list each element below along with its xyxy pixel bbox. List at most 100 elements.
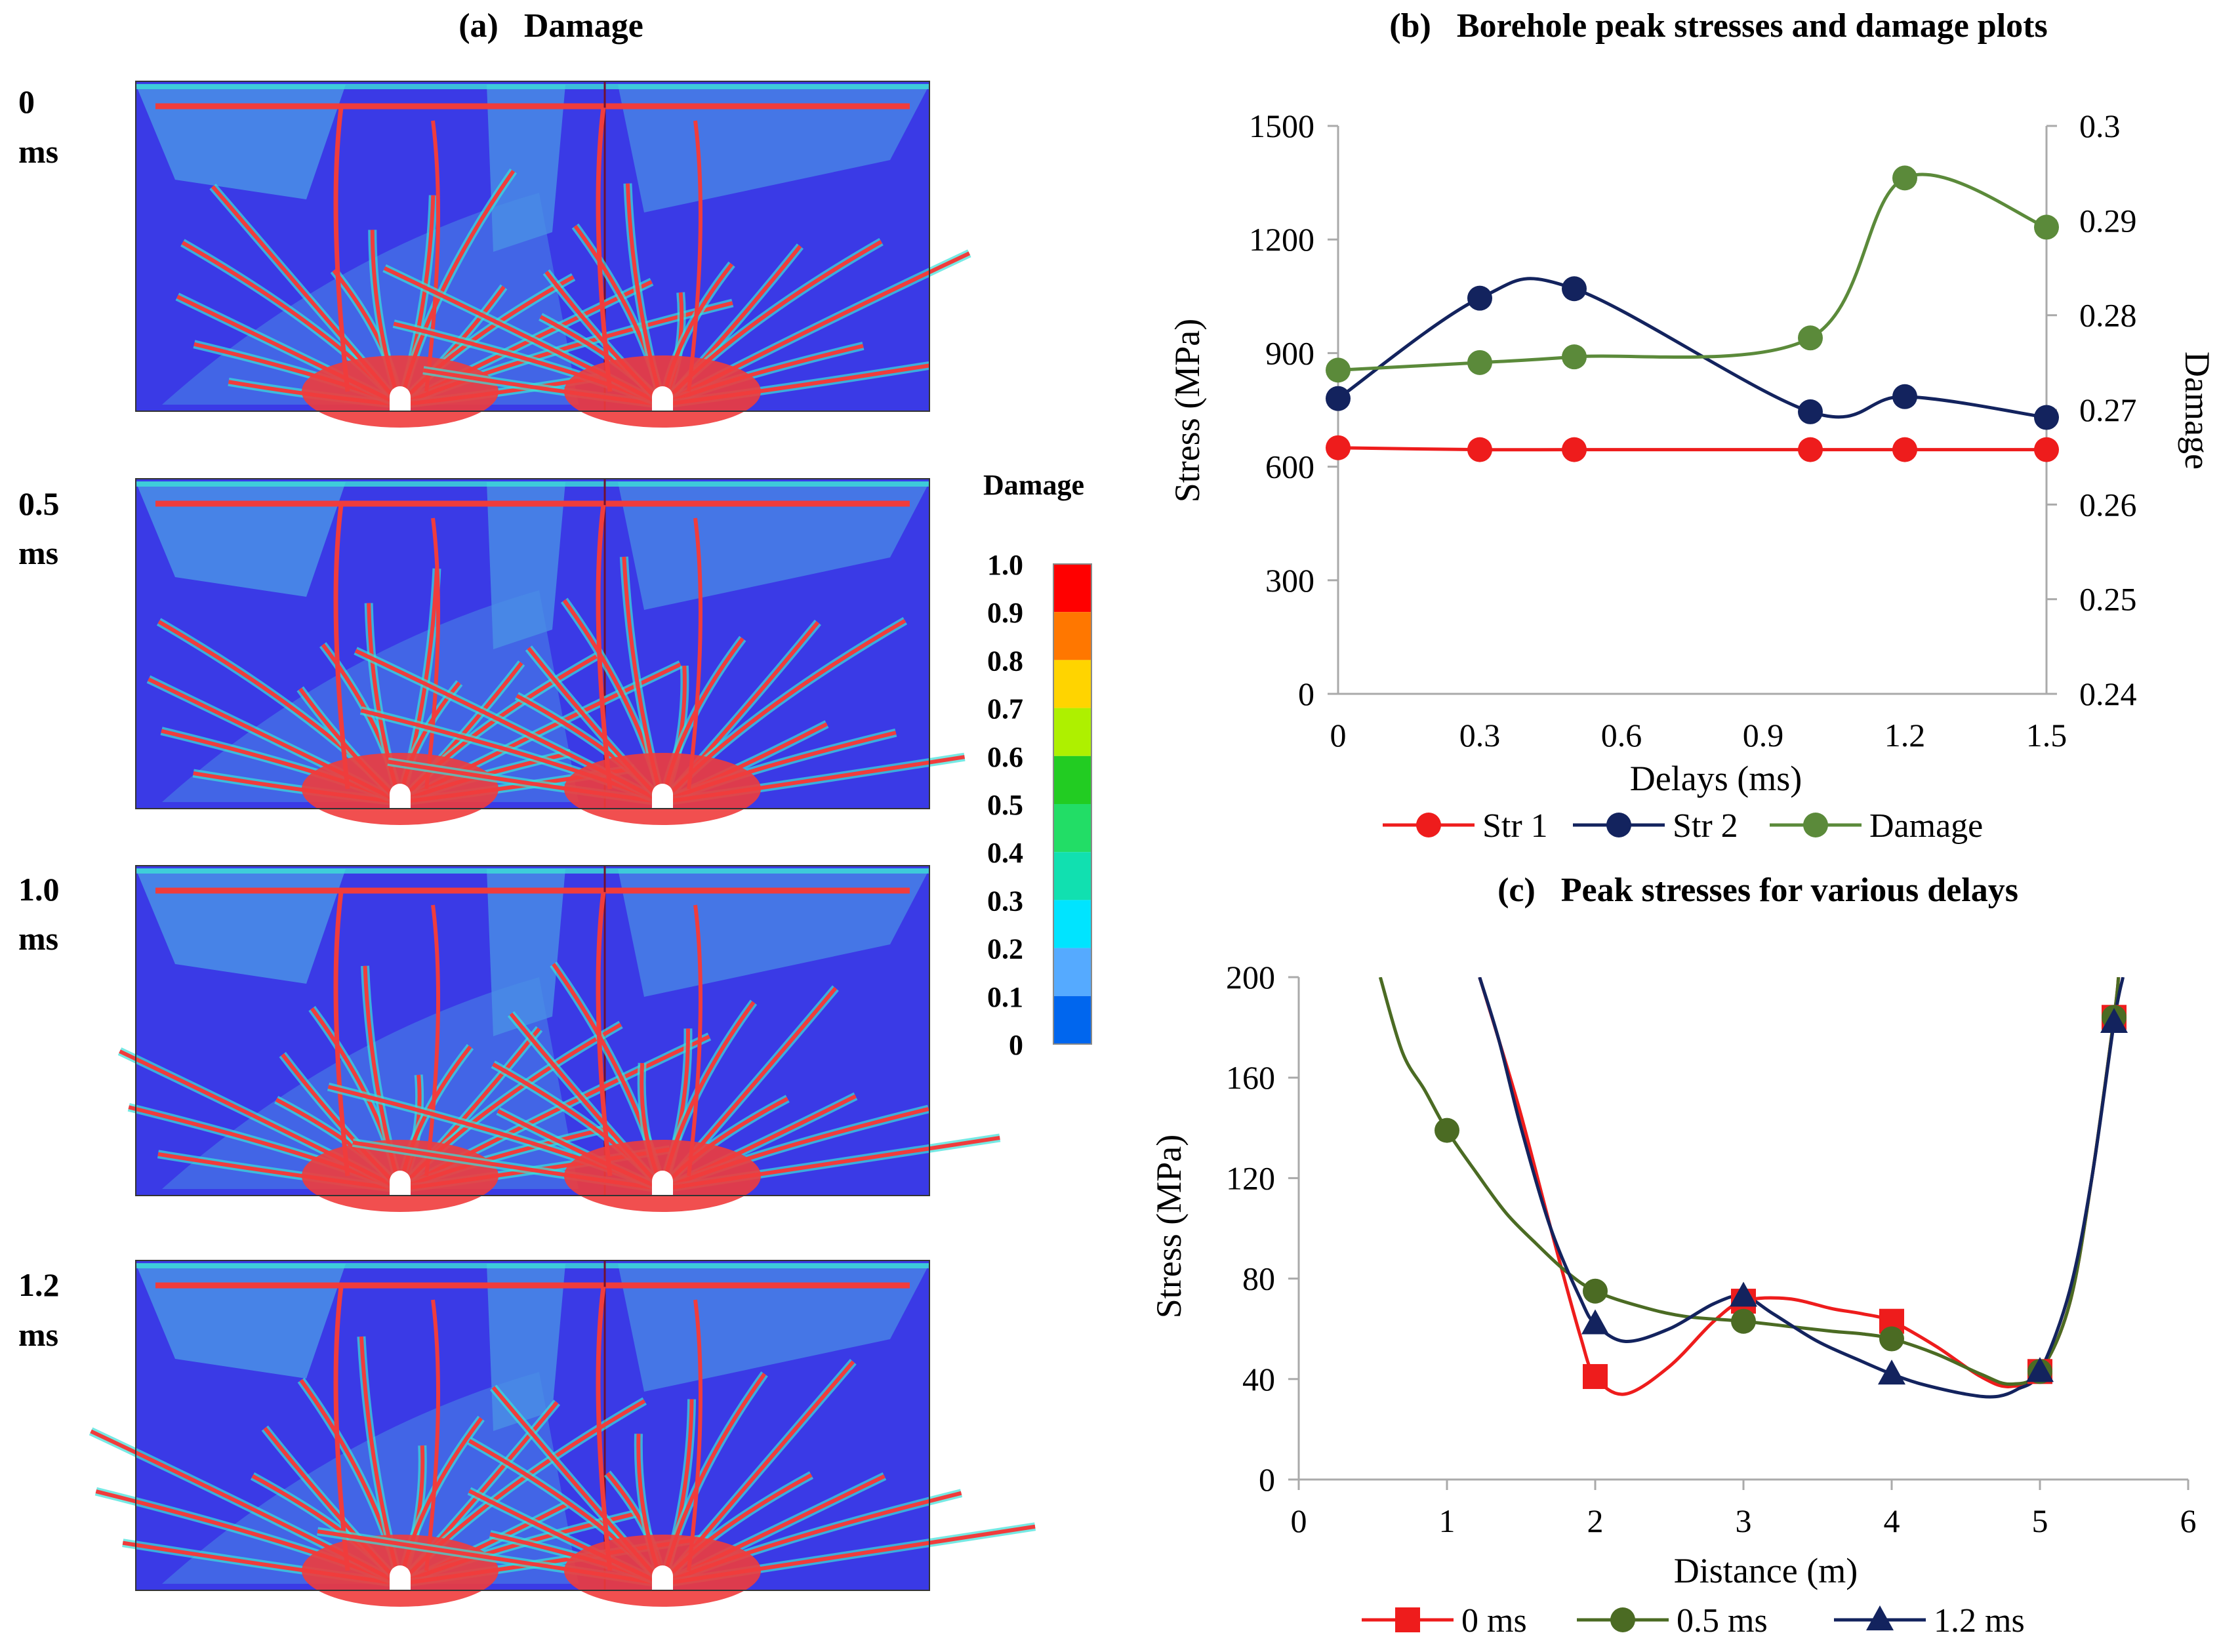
colorbar-tick-label: 0.2 [987,933,1023,965]
colorbar-swatch [1053,852,1091,900]
chart-b-y2-tick-label: 0.3 [2079,108,2121,144]
colorbar-swatch [1053,660,1091,708]
damage-map-frame [135,81,930,412]
damage-map-2 [117,865,1001,1212]
damage-zone [136,482,346,597]
chart-b-y2-tick-label: 0.27 [2079,392,2137,428]
chart-b-point [2034,405,2059,430]
chart-b-point [1326,386,1351,411]
colorbar-tick-label: 1.0 [987,549,1023,581]
chart-c-y-tick-label: 160 [1226,1059,1275,1096]
row-1-delay-value: 0.5 [18,485,60,522]
chart-b-point [1798,437,1823,462]
colorbar-tick-label: 0 [1009,1029,1023,1061]
damage-zone [162,977,579,1189]
chart-b-point [1798,399,1823,424]
row-3-delay-unit: ms [18,1316,58,1353]
colorbar-frame [1053,563,1092,1045]
row-0-delay-value: 0 [18,83,35,120]
damage-map-frame [135,865,930,1196]
colorbar-tick-label: 0.7 [987,693,1023,725]
chart-b-legend-label: Str 2 [1673,807,1738,845]
crack-vertical [596,1286,613,1571]
colorbar-swatch [1053,804,1091,853]
chart-b-y2-tick-label: 0.28 [2079,297,2137,334]
chart-c-point [1583,1278,1608,1304]
crack-vertical [687,120,702,392]
colorbar-tick-label: 0.1 [987,981,1023,1013]
chart-b-x-tick-label: 0 [1330,717,1347,754]
chart-c-x-tick-label: 0 [1291,1502,1307,1539]
chart-b-point [1892,437,1917,462]
chart-c-title: (c) Peak stresses for various delays [1497,872,2018,909]
chart-c-point [1879,1326,1904,1352]
chart-c-point [1730,1281,1757,1307]
chart-b-series-line-2 [1337,172,2047,372]
chart-c-legend-marker [1395,1607,1420,1632]
chart-b-point [1562,437,1587,462]
colorbar-swatch [1053,564,1091,613]
chart-c-x-tick-label: 6 [2180,1502,2197,1539]
chart-b-title: (b) Borehole peak stresses and damage pl… [1389,7,2047,45]
crack-vertical [687,904,702,1177]
chart-b-y-tick-label: 1500 [1249,108,1314,144]
chart-b-y2-tick-label: 0.24 [2079,675,2137,712]
chart-b-y-tick-label: 300 [1265,562,1314,599]
chart-b-point [1562,344,1587,370]
crack-vertical [424,1299,440,1571]
row-2-delay-value: 1.0 [18,871,60,908]
damage-zone [136,869,346,984]
panel-a: (a) Damage 0 ms 0.5 ms 1.0 ms 1.2 ms Dam… [18,7,1092,1607]
chart-c-x-tick-label: 1 [1439,1502,1456,1539]
chart-b-ylabel: Stress (MPa) [1168,319,1207,503]
chart-b-point [1892,384,1917,409]
crack-vertical [596,107,613,392]
colorbar-tick-label: 0.9 [987,597,1023,629]
chart-b-point [1892,165,1917,191]
chart-c-point [2026,1357,2054,1382]
chart-b-legend-marker [1803,813,1828,837]
borehole [390,1171,411,1196]
chart-b-y2-tick-label: 0.26 [2079,486,2137,523]
chart-c-y-tick-label: 120 [1226,1159,1275,1196]
chart-b-point [1562,276,1587,302]
damage-zone [136,1264,346,1379]
chart-c-y-tick-label: 0 [1259,1461,1275,1498]
colorbar-tick-label: 0.8 [987,645,1023,677]
chart-b-series-line-1 [1337,277,2047,420]
row-1-delay-unit: ms [18,534,58,571]
damage-maps [89,81,1036,1607]
damage-zone [618,1264,929,1392]
chart-c-xlabel: Distance (m) [1674,1551,1858,1590]
panel-c: (c) Peak stresses for various delays 0 40… [1149,872,2197,1640]
damage-map-frame [135,478,930,809]
row-0-delay-unit: ms [18,133,58,170]
borehole [652,784,673,809]
panel-a-title: (a) Damage [458,7,643,45]
colorbar-tick-label: 0.5 [987,789,1023,821]
chart-c-y-tick-label: 40 [1242,1361,1275,1398]
chart-c-legend: 0 ms 0.5 ms 1.2 ms [1362,1602,2025,1640]
chart-b-point [2034,214,2059,240]
crack-vertical [424,120,440,392]
chart-b-y-tick-label: 600 [1265,449,1314,485]
chart-b-xlabel: Delays (ms) [1630,759,1802,798]
chart-c-legend-marker [1866,1605,1894,1630]
chart-b-point [1467,285,1492,311]
colorbar-swatch [1053,996,1091,1044]
chart-c-y-tick-label: 200 [1226,959,1275,996]
crack-vertical [687,517,702,790]
colorbar-swatch [1053,708,1091,756]
chart-c-point [1583,1363,1608,1389]
row-3-delay-value: 1.2 [18,1266,60,1303]
chart-c-legend-label: 0 ms [1461,1602,1527,1640]
chart-c-series-line-2 [1478,977,2125,1399]
chart-b-point [1326,357,1351,383]
chart-b-y2-tick-label: 0.29 [2079,202,2137,239]
chart-c-legend-label: 0.5 ms [1677,1602,1768,1640]
chart-c-plot: 0 40 80 120 160 200 0 1 2 3 4 5 6 [1226,959,2197,1539]
borehole [652,386,673,411]
chart-b-x-tick-label: 1.5 [2026,717,2067,754]
chart-b-point [2034,437,2059,462]
